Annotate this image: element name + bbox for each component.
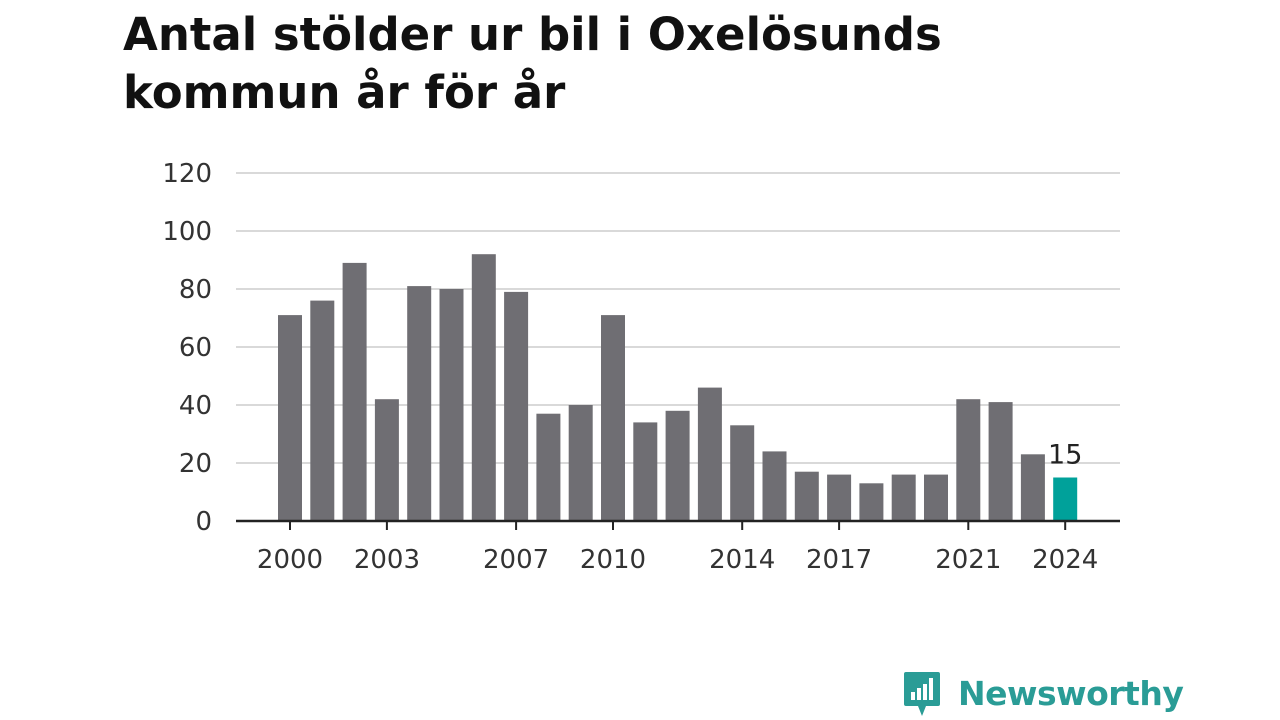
bar-2009	[568, 405, 593, 521]
y-tick-label: 120	[162, 159, 212, 189]
bar-2001	[310, 300, 335, 521]
y-tick-label: 20	[179, 449, 212, 479]
bar-2005	[439, 289, 464, 521]
bar-2014	[730, 425, 755, 521]
chart-title: Antal stölder ur bil i Oxelösunds kommun…	[123, 8, 942, 119]
bar-2021	[956, 399, 981, 521]
x-tick-label: 2021	[935, 545, 1001, 575]
bar-2022	[988, 402, 1013, 521]
x-tick-label: 2014	[709, 545, 775, 575]
y-tick-label: 40	[179, 391, 212, 421]
y-tick-label: 100	[162, 217, 212, 247]
data-label-2024: 15	[1048, 440, 1082, 471]
bar-2007	[504, 291, 529, 521]
bar-2010	[601, 315, 625, 521]
x-tick-label: 2017	[806, 545, 872, 575]
chart-speech-bubble-icon	[904, 672, 940, 716]
x-tick-label: 2003	[354, 545, 420, 575]
bar-2015	[762, 451, 787, 521]
x-tick-label: 2010	[580, 545, 646, 575]
x-axis-ticks: 2000 2003 2007 2010 2014 2017 2021 2024	[257, 521, 1098, 575]
bar-2016	[794, 471, 819, 521]
bar-2020	[924, 474, 948, 521]
bar-2012	[665, 410, 690, 521]
bar-chart: 0 20 40 60 80 100 120 2000 2003 2007 2010 2014 2017…	[162, 159, 1120, 575]
y-tick-label: 60	[179, 333, 212, 363]
bar-2000	[278, 315, 302, 521]
bar-2004	[407, 286, 432, 521]
data-labels: 15	[1048, 440, 1082, 471]
y-tick-label: 0	[195, 507, 212, 537]
bar-2008	[536, 413, 561, 521]
x-tick-label: 2024	[1032, 545, 1098, 575]
newsworthy-logo: Newsworthy	[902, 670, 1184, 718]
x-tick-label: 2000	[257, 545, 323, 575]
bar-2002	[342, 262, 367, 521]
bar-2003	[374, 399, 399, 521]
bars	[278, 254, 1078, 521]
bar-2019	[891, 474, 916, 521]
brand-name: Newsworthy	[958, 674, 1184, 713]
bar-2013	[697, 387, 722, 521]
bar-2011	[633, 422, 658, 521]
bar-2023	[1020, 454, 1045, 521]
x-tick-label: 2007	[483, 545, 549, 575]
bar-2024	[1053, 477, 1078, 521]
bar-2018	[859, 483, 884, 521]
bar-2006	[471, 254, 496, 521]
bar-2017	[827, 474, 852, 521]
y-axis-ticks: 0 20 40 60 80 100 120	[162, 159, 212, 537]
y-tick-label: 80	[179, 275, 212, 305]
